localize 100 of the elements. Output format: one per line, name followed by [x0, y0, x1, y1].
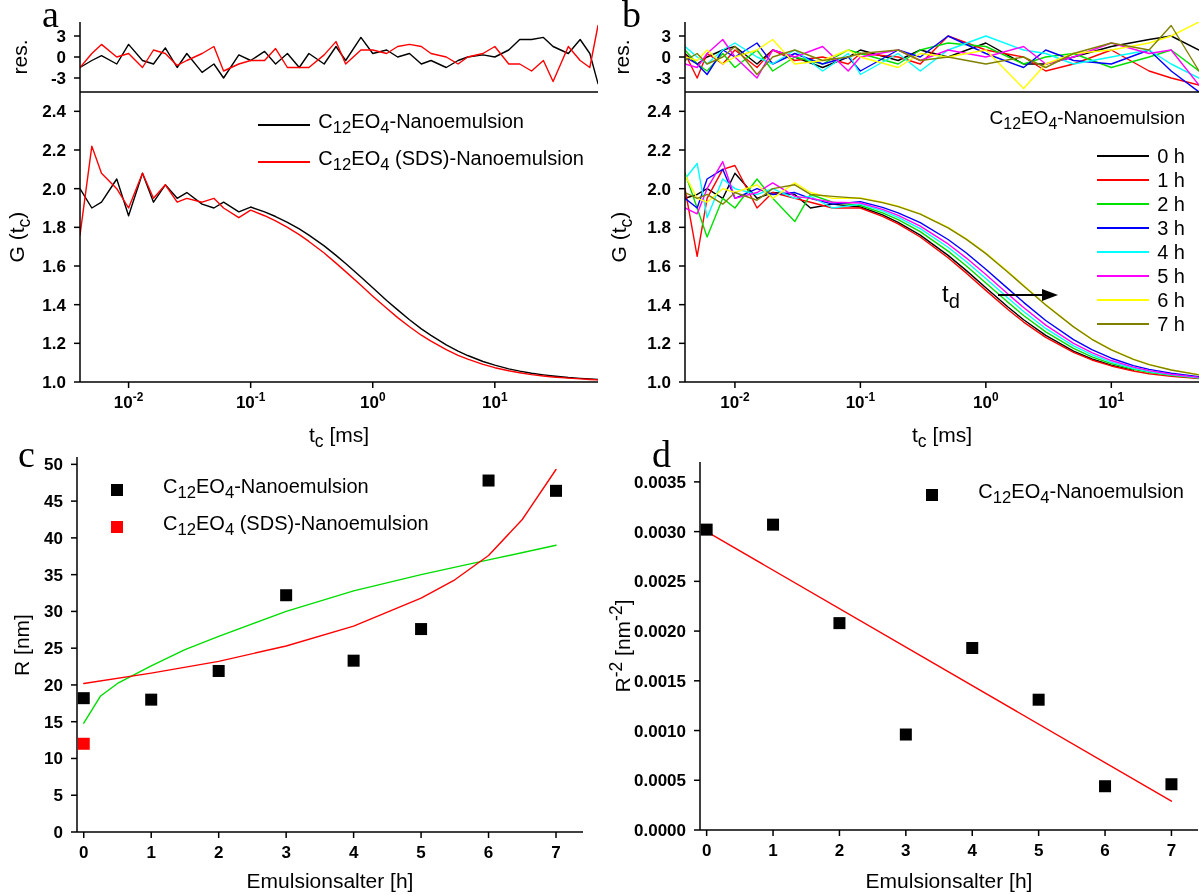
- annotation: t$_{d}$: [942, 280, 960, 312]
- x-tick-label: 0: [79, 843, 89, 862]
- y-tick-label: 1.0: [42, 373, 66, 392]
- x-tick-label: 2: [834, 841, 845, 860]
- point: [767, 518, 780, 531]
- legend-label: C$_{12}$EO$_{4}$-Nanoemulsion: [318, 109, 524, 139]
- x-tick-label: 3: [901, 841, 911, 860]
- legend-label: 0 h: [1157, 143, 1185, 168]
- x-tick-label: 4: [967, 841, 978, 860]
- y-tick-label: 3: [56, 27, 66, 46]
- y-tick-label: 0.0035: [634, 472, 686, 492]
- y-tick-label: 0: [661, 48, 671, 67]
- y-tick-label: 1.4: [42, 295, 67, 315]
- point: [1032, 693, 1045, 706]
- y-tick-label: 2.2: [647, 141, 671, 160]
- y-tick-label: 0: [53, 823, 63, 842]
- y-tick-label: -3: [655, 69, 671, 88]
- legend-label: 3 h: [1157, 215, 1185, 240]
- line-series: [83, 468, 557, 685]
- y-tick-label: 0.0005: [634, 771, 686, 791]
- y-tick-label: 0.0020: [634, 622, 686, 642]
- x-tick-label: 10$^{0}$: [973, 390, 999, 412]
- x-tick-label: 10$^{1}$: [482, 390, 508, 412]
- x-tick-label: 4: [348, 843, 359, 862]
- y-tick-label: 40: [44, 528, 63, 548]
- point: [347, 654, 360, 667]
- x-tick-label: 10$^{-1}$: [845, 390, 876, 412]
- point: [899, 728, 912, 741]
- point: [966, 641, 979, 654]
- y-tick-label: 0.0000: [634, 821, 686, 840]
- y-tick-label: 35: [44, 565, 63, 585]
- y-tick-label: 0.0025: [634, 572, 686, 592]
- x-tick-label: 7: [1166, 841, 1177, 860]
- y-tick-label: 3: [661, 27, 671, 46]
- chart-title: d: [652, 433, 671, 475]
- x-tick-label: 5: [1033, 841, 1044, 860]
- x-tick-label: 6: [483, 843, 494, 862]
- chart-title: b: [622, 0, 641, 35]
- y-axis-title: res.: [8, 39, 31, 75]
- line-series: [83, 544, 557, 724]
- y-tick-label: 1.8: [42, 218, 66, 238]
- y-tick-label: 1.2: [647, 334, 671, 354]
- point: [700, 523, 713, 536]
- y-tick-label: 1.0: [647, 373, 671, 392]
- x-tick-label: 0: [701, 841, 712, 860]
- y-tick-label: 0.0030: [634, 522, 686, 542]
- x-tick-label: 10$^{0}$: [359, 390, 386, 412]
- y-tick-label: 2.0: [42, 179, 66, 199]
- point: [482, 474, 495, 487]
- legend-label: 2 h: [1157, 191, 1185, 216]
- legend-label: 7 h: [1157, 311, 1185, 336]
- x-axis-title: Emulsionsalter [h]: [865, 869, 1033, 892]
- y-tick-label: 2.4: [42, 102, 67, 122]
- y-tick-label: 1.6: [42, 257, 66, 276]
- point: [280, 589, 293, 602]
- x-tick-label: 10$^{1}$: [1098, 390, 1125, 412]
- point: [77, 692, 90, 705]
- x-tick-label: 10$^{-2}$: [720, 390, 751, 412]
- x-tick-label: 2: [213, 843, 224, 862]
- x-axis-title: Emulsionsalter [h]: [246, 869, 414, 892]
- legend-label: 6 h: [1157, 287, 1185, 312]
- legend-label: 4 h: [1157, 239, 1185, 264]
- y-tick-label: 1.4: [647, 295, 672, 315]
- legend-label: 5 h: [1157, 263, 1185, 288]
- y-tick-label: 2.4: [647, 102, 672, 122]
- point: [77, 737, 90, 750]
- y-tick-label: 0.0010: [634, 721, 686, 741]
- x-axis-title: t$_{c}$ [ms]: [911, 422, 973, 451]
- x-tick-label: 1: [146, 843, 156, 862]
- legend-label: C$_{12}$EO$_{4}$ (SDS)-Nanoemulsion: [318, 146, 584, 176]
- point: [550, 484, 563, 497]
- y-axis-title: res.: [610, 39, 633, 75]
- y-tick-label: 10: [44, 749, 63, 769]
- point: [1099, 780, 1112, 793]
- point: [1165, 778, 1178, 791]
- point: [415, 623, 428, 636]
- x-tick-label: 5: [416, 843, 426, 862]
- y-tick-label: 15: [44, 712, 63, 732]
- legend-label: C$_{12}$EO$_{4}$-Nanoemulsion: [163, 474, 369, 504]
- x-axis-title: t$_{c}$ [ms]: [308, 422, 370, 451]
- x-tick-label: 7: [551, 843, 561, 862]
- y-tick-label: 5: [53, 786, 63, 806]
- x-tick-label: 10$^{-1}$: [235, 390, 266, 412]
- y-tick-label: 2.2: [42, 141, 66, 160]
- x-tick-label: 10$^{-2}$: [113, 390, 144, 412]
- legend-label: C$_{12}$EO$_{4}$-Nanoemulsion: [978, 479, 1184, 509]
- y-tick-label: 25: [44, 639, 63, 659]
- legend-label: 1 h: [1157, 167, 1185, 192]
- point: [145, 693, 158, 706]
- y-tick-label: -3: [50, 69, 66, 88]
- legend-label: C$_{12}$EO$_{4}$ (SDS)-Nanoemulsion: [163, 511, 429, 541]
- point: [833, 617, 846, 630]
- y-tick-label: 0.0015: [634, 671, 686, 691]
- x-tick-label: 1: [768, 841, 778, 860]
- point: [212, 664, 225, 677]
- y-axis-title: R [nm]: [10, 613, 33, 676]
- chart-title: c: [18, 433, 35, 475]
- legend-title: C$_{12}$EO$_{4}$-Nanoemulsion: [989, 107, 1185, 132]
- y-tick-label: 50: [44, 455, 63, 475]
- y-tick-label: 1.8: [647, 218, 671, 238]
